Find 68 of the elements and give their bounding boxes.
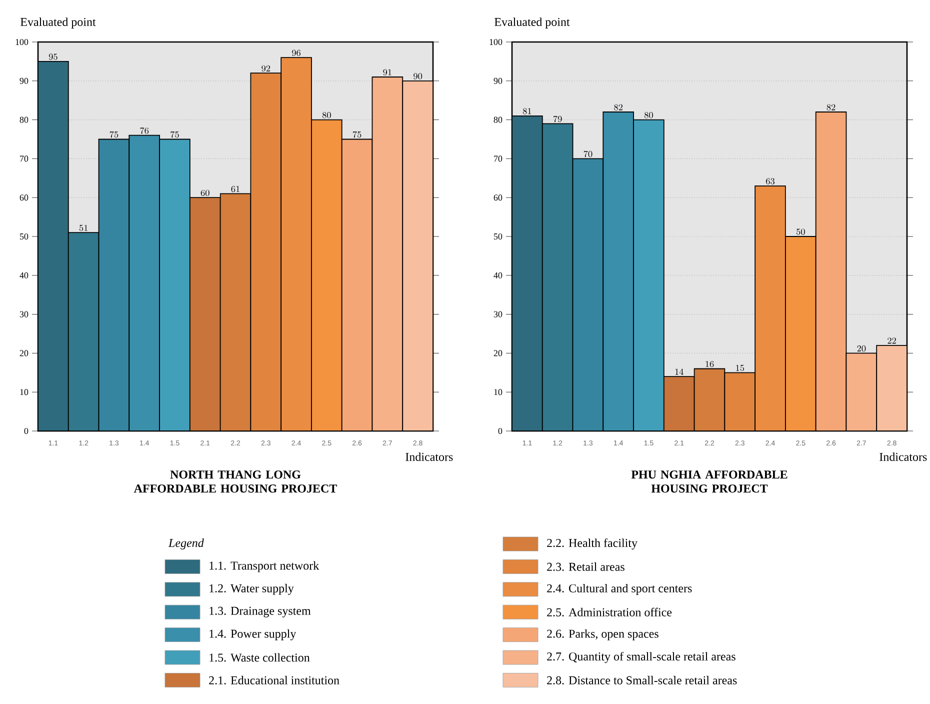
data-label: 90 [414,73,422,80]
y-tick-label: 70 [20,156,28,162]
y-tick-label: 100 [490,38,502,46]
legend-title: Legend [168,538,204,550]
text: PHU NGHIA AFFORDABLE HOUSING PROJECT [631,470,788,493]
data-label: 14 [675,368,684,375]
data-label: 75 [110,131,118,138]
y-tick-label: 20 [494,350,502,356]
y-tick-label: 100 [16,38,28,46]
y-tick-label: 60 [20,194,28,201]
data-label: 80 [644,112,653,118]
data-label: 61 [231,186,240,192]
data-label: 81 [522,108,532,114]
category-label: 2.7. Quantity of small-scale retail areas [547,652,736,663]
data-label: 50 [796,228,805,235]
data-label: 16 [706,360,714,368]
y-tick-label: 50 [20,233,28,240]
data-label: 82 [614,104,622,110]
y-tick-label: 30 [494,311,502,318]
y-tick-label: 80 [20,116,28,123]
y-tick-label: 90 [494,78,502,84]
category-label: 1.4. Power supply [210,629,296,640]
data-label: 80 [322,112,331,118]
y-tick-label: 0 [498,428,502,434]
category-label: 2.5. Administration office [547,608,672,616]
data-label: 70 [584,150,592,158]
category-label: 1.1. Transport network [210,561,320,572]
data-label: 20 [857,345,866,352]
data-label: 95 [48,54,58,60]
category-label: 2.3. Retail areas [547,562,624,571]
y-tick-label: 60 [494,194,502,201]
category-label: 2.8. Distance to Small-scale retail areas [547,676,737,684]
data-label: 76 [140,127,149,134]
data-label: 92 [262,65,270,72]
y-tick-label: 90 [20,78,28,84]
data-label: 75 [170,131,179,138]
data-label: 63 [766,178,774,184]
y-tick-label: 70 [494,156,502,162]
y-tick-label: 40 [20,272,28,278]
y-tick-label: 80 [494,116,502,123]
data-label: 60 [200,190,210,196]
y-tick-label: 30 [20,311,28,318]
category-label: 1.2. Water supply [210,584,294,595]
x-axis-title: Indicators [880,452,927,461]
category-label: 1.3. Drainage system [210,606,311,618]
data-label: 75 [352,131,362,138]
data-label: 82 [826,104,836,110]
category-label: 2.1. Educational institution [209,676,340,684]
data-label: 79 [553,116,562,122]
x-axis-title: Indicators [406,452,453,461]
y-tick-label: 50 [494,233,502,240]
y-tick-label: 40 [494,272,502,278]
category-label: 2.6. Parks, open spaces [547,629,658,640]
category-label: 2.4. Cultural and sport centers [547,584,692,595]
y-axis-title: Evaluated point [494,18,570,28]
data-label: 15 [736,364,744,372]
category-label: 2.2. Health facility [547,538,638,550]
y-tick-label: 10 [20,389,28,396]
y-tick-label: 0 [24,428,28,434]
data-label: 51 [79,224,88,232]
category-label: 1.5. Waste collection [210,653,310,662]
text: NORTH THANG LONG AFFORDABLE HOUSING PROJECT [134,470,337,493]
y-axis-title: Evaluated point [20,18,96,28]
data-label: 96 [292,50,300,56]
data-label: 91 [383,69,392,76]
y-tick-label: 10 [494,389,502,396]
data-label: 22 [888,338,896,344]
y-tick-label: 20 [20,350,28,356]
